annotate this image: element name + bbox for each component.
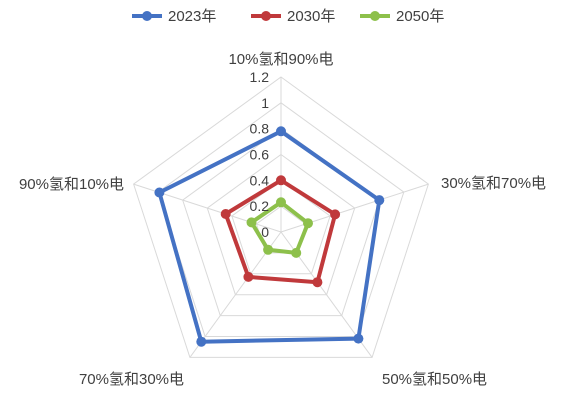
series-line (246, 197, 313, 258)
data-point (263, 244, 274, 255)
data-point (220, 209, 231, 219)
tick-label: 1.2 (250, 69, 270, 85)
tick-label: 0 (261, 224, 269, 240)
grid-ring (133, 76, 429, 358)
data-point (303, 218, 313, 229)
category-label: 30%氢和70%电 (441, 175, 546, 192)
data-point (243, 271, 254, 282)
tick-label: 1 (261, 95, 269, 111)
data-point (353, 333, 364, 344)
category-labels: 10%氢和90%电 30%氢和70%电 50%氢和50%电 70%氢和30%电 90%氢… (19, 51, 546, 388)
data-point (312, 277, 323, 288)
category-label: 90%氢和10%电 (19, 176, 124, 193)
series-line (220, 175, 341, 288)
legend-marker (142, 11, 152, 21)
data-point (374, 195, 385, 206)
category-label: 50%氢和50%电 (382, 371, 487, 388)
category-label: 70%氢和30%电 (79, 371, 184, 388)
grid-ring (157, 102, 405, 337)
data-point (196, 336, 207, 347)
legend-marker (261, 11, 271, 21)
legend-item: 2030年 (251, 8, 335, 25)
grid-ring (206, 153, 356, 296)
grid (133, 76, 429, 358)
legend-label: 2023年 (168, 8, 216, 25)
series-line (154, 126, 385, 347)
legend-label: 2050年 (396, 8, 444, 25)
data-point (154, 187, 165, 198)
tick-label: 0.4 (250, 172, 270, 188)
legend-marker (370, 11, 380, 21)
legend: 2023年 2030年 2050年 (132, 8, 444, 25)
data-point (330, 209, 341, 220)
grid-spoke (280, 183, 429, 233)
data-point (246, 217, 257, 228)
tick-label: 0.8 (250, 121, 270, 137)
tick-label: 0.2 (250, 198, 270, 214)
data-point (276, 175, 286, 186)
legend-item: 2050年 (360, 8, 444, 25)
grid-ring (231, 179, 331, 275)
legend-item: 2023年 (132, 8, 216, 25)
series-group (154, 126, 385, 347)
data-point (276, 197, 286, 208)
series-polygon (223, 178, 338, 285)
category-label: 10%氢和90%电 (228, 51, 333, 68)
data-point (291, 247, 302, 258)
legend-label: 2030年 (287, 8, 335, 25)
series-polygon (157, 129, 382, 344)
series-polygon (249, 200, 310, 255)
tick-label: 0.6 (250, 147, 270, 163)
tick-labels: 0 0.2 0.4 0.6 0.8 1 1.2 (250, 69, 270, 240)
data-point (276, 126, 286, 137)
